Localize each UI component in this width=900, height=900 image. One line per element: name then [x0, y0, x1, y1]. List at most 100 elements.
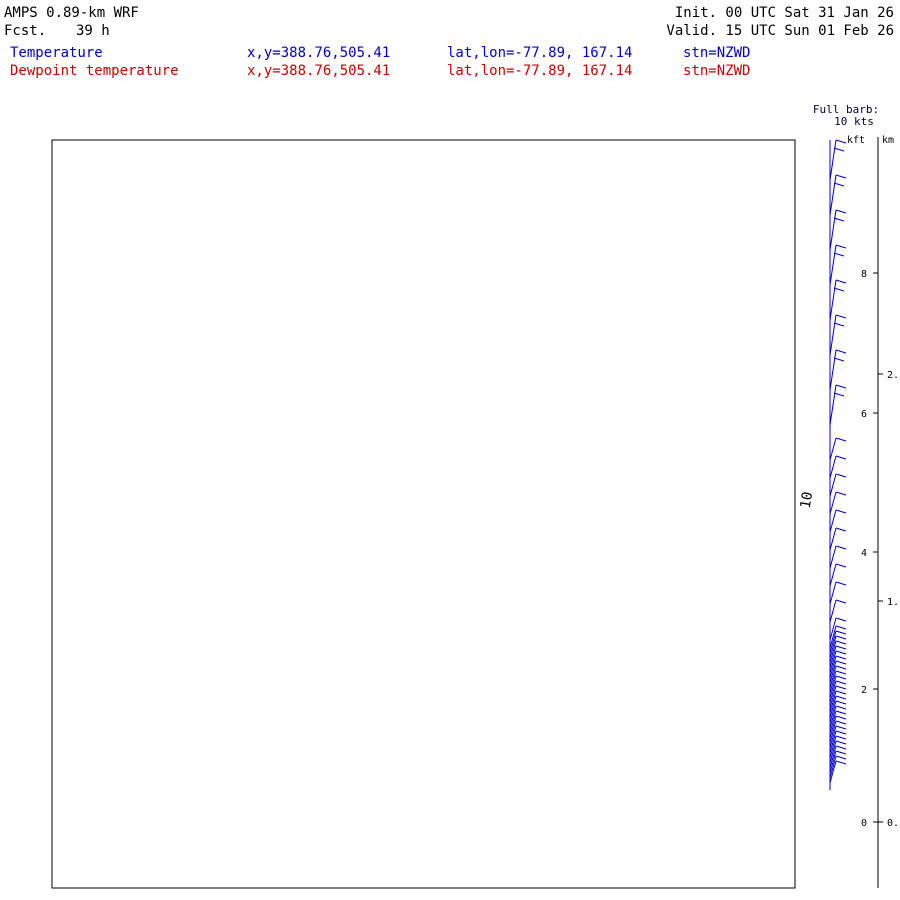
- wind-barb: [829, 599, 837, 623]
- wind-barb-flag: [835, 384, 847, 389]
- wind-barb: [829, 690, 837, 714]
- wind-barb-flag: [835, 675, 847, 680]
- wind-barb: [829, 384, 837, 426]
- wind-barb-flag: [835, 660, 847, 665]
- wind-barb: [829, 670, 837, 694]
- wind-barb-flag: [833, 147, 845, 152]
- wind-barb: [829, 509, 837, 533]
- legend-temperature-latlon: lat,lon=-77.89, 167.14: [447, 45, 633, 61]
- wind-barb-flag: [835, 735, 847, 740]
- wind-barb: [829, 314, 837, 356]
- wind-barb-flag: [835, 599, 847, 604]
- wind-barb-flag: [835, 314, 847, 319]
- km-tick-label: 2.: [887, 370, 899, 381]
- wind-barb: [829, 209, 837, 251]
- wind-barb-flag: [835, 710, 847, 715]
- wind-barb: [829, 745, 837, 769]
- wind-barb-flag: [833, 357, 845, 362]
- wind-barb: [829, 527, 837, 551]
- wind-barb-flag: [835, 139, 847, 144]
- moist-adiabat-label: 10: [798, 490, 817, 509]
- kft-tick-label: 2: [861, 685, 867, 696]
- wind-barb: [829, 715, 837, 739]
- wind-barb: [829, 725, 837, 749]
- wind-barb-flag: [835, 760, 847, 765]
- wind-barb-flag: [835, 640, 847, 645]
- wind-barb-flag: [833, 287, 845, 292]
- kft-tick-label: 8: [861, 269, 867, 280]
- wind-barb-flag: [835, 645, 847, 650]
- wind-barb: [829, 645, 837, 669]
- wind-barb-flag: [835, 680, 847, 685]
- wind-barb-flag: [835, 209, 847, 214]
- barb-title: Full barb:: [813, 103, 879, 116]
- wind-barb-flag: [835, 740, 847, 745]
- wind-barb: [829, 675, 837, 699]
- barb-units: 10 kts: [834, 115, 874, 128]
- wind-barb: [829, 705, 837, 729]
- wind-barb-flag: [835, 455, 847, 460]
- valid-time: Valid. 15 UTC Sun 01 Feb 26: [666, 23, 894, 39]
- km-tick-label: 0.: [887, 818, 899, 829]
- wind-barb-flag: [833, 392, 845, 397]
- wind-barb: [829, 665, 837, 689]
- wind-barb: [829, 630, 837, 654]
- wind-barb: [829, 625, 837, 649]
- wind-barb-flag: [835, 617, 847, 622]
- wind-barb: [829, 279, 837, 321]
- wind-barb-flag: [835, 705, 847, 710]
- wind-barb: [829, 710, 837, 734]
- wind-barb: [829, 735, 837, 759]
- wind-barb: [829, 740, 837, 764]
- wind-barb-flag: [835, 491, 847, 496]
- wind-barb-flag: [835, 625, 847, 630]
- legend-temperature-xy: x,y=388.76,505.41: [247, 45, 391, 61]
- wind-barb: [829, 755, 837, 779]
- km-axis-label: km: [882, 135, 894, 146]
- wind-barb-flag: [835, 690, 847, 695]
- wind-barb-flag: [833, 217, 845, 222]
- wind-barb: [829, 473, 837, 497]
- wind-barb-flag: [833, 182, 845, 187]
- init-time: Init. 00 UTC Sat 31 Jan 26: [674, 5, 894, 21]
- wind-barb: [829, 455, 837, 479]
- wind-barb-flag: [835, 635, 847, 640]
- wind-barb-flag: [835, 545, 847, 550]
- height-ticks: 8 6 4 2 0 2. 1. 0.: [861, 269, 899, 829]
- wind-barb-flag: [835, 279, 847, 284]
- wind-barb: [829, 244, 837, 286]
- legend-dewpoint-xy: x,y=388.76,505.41: [247, 63, 391, 79]
- wind-barb-flag: [835, 715, 847, 720]
- wind-barb: [829, 640, 837, 664]
- wind-barb-flag: [835, 750, 847, 755]
- km-tick-label: 1.: [887, 597, 899, 608]
- isotherm-labels: -70-60-50-40-30-20-100220230240250260270…: [798, 490, 817, 509]
- wind-barb: [829, 437, 837, 461]
- kft-axis-label: kft: [847, 135, 865, 146]
- wind-barb-flag: [835, 755, 847, 760]
- wind-barb-flag: [835, 745, 847, 750]
- wind-barb: [829, 581, 837, 605]
- wind-barb-flag: [835, 630, 847, 635]
- legend-temperature-stn: stn=NZWD: [683, 45, 751, 61]
- wind-barb-flag: [835, 695, 847, 700]
- legend-temperature-name: Temperature: [10, 45, 103, 61]
- wind-barb-flag: [835, 244, 847, 249]
- wind-barb: [829, 750, 837, 774]
- wind-barb-flag: [835, 720, 847, 725]
- wind-barb-flag: [835, 685, 847, 690]
- kft-tick-label: 0: [861, 818, 867, 829]
- legend-dewpoint-stn: stn=NZWD: [683, 63, 751, 79]
- wind-barb-flag: [835, 563, 847, 568]
- plot-frame: [51, 139, 796, 889]
- kft-tick-label: 4: [861, 548, 867, 559]
- wind-barb: [829, 545, 837, 569]
- kft-tick-label: 6: [861, 409, 867, 420]
- wind-barb-flag: [835, 509, 847, 514]
- wind-barb: [829, 635, 837, 659]
- wind-barb-flag: [835, 473, 847, 478]
- wind-barb: [829, 680, 837, 704]
- wind-barb-flag: [835, 581, 847, 586]
- wind-barb-flag: [835, 437, 847, 442]
- wind-barb-flag: [835, 670, 847, 675]
